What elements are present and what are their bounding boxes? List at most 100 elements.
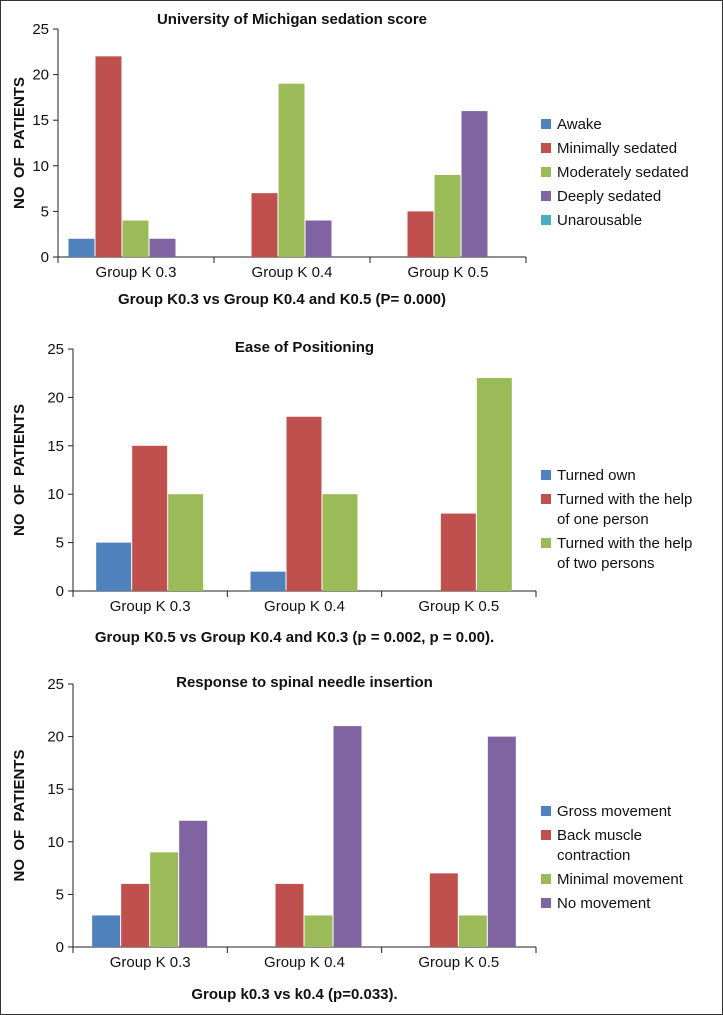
bar-back-muscle-contraction: [121, 883, 150, 947]
chart-3: Response to spinal needle insertion Group…: [11, 674, 684, 1003]
bar-gross-movement: [92, 915, 121, 947]
legend-label-line: contraction: [557, 847, 630, 864]
bar-awake: [68, 238, 95, 257]
y-tick-label: 15: [32, 112, 49, 129]
legend-label-line: of two persons: [557, 555, 655, 572]
x-tick-label: Group K 0.3: [110, 954, 191, 971]
x-tick-label: Group K 0.4: [264, 954, 345, 971]
bar-minimal-movement: [458, 915, 487, 947]
legend-swatch: [541, 119, 551, 129]
legend-label-line: Moderately sedated: [557, 164, 689, 181]
legend-label-line: Back muscle: [557, 827, 642, 844]
x-tick-label: Group K 0.3: [96, 264, 177, 281]
y-tick-label: 0: [56, 939, 64, 956]
legend-swatch: [541, 215, 551, 225]
bar-turned-with-the-help-of-one-person: [132, 445, 168, 591]
y-tick-label: 20: [47, 389, 64, 406]
legend-label: Deeply sedated: [557, 188, 661, 205]
legend-label-line: Unarousable: [557, 212, 642, 229]
y-tick-label: 0: [56, 583, 64, 600]
bar-minimal-movement: [150, 852, 179, 947]
bar-minimally-sedated: [95, 56, 122, 257]
bar-deeply-sedated: [461, 111, 488, 257]
legend-swatch: [541, 191, 551, 201]
bar-deeply-sedated: [305, 220, 332, 257]
bar-turned-own: [96, 542, 132, 591]
y-tick-label: 25: [47, 676, 64, 693]
legend-label-line: Minimal movement: [557, 871, 684, 888]
legend-swatch: [541, 898, 551, 908]
y-tick-label: 15: [47, 781, 64, 798]
bar-turned-with-the-help-of-two-persons: [322, 494, 358, 591]
legend-swatch: [541, 538, 551, 548]
legend-label: Minimal movement: [557, 871, 684, 888]
legend-label: Turned with the help of two persons: [557, 535, 692, 572]
bar-turned-with-the-help-of-two-persons: [476, 378, 512, 591]
bar-minimally-sedated: [251, 193, 278, 257]
legend-swatch: [541, 470, 551, 480]
y-tick-label: 5: [41, 203, 49, 220]
y-tick-label: 20: [32, 67, 49, 84]
x-tick-label: Group K 0.5: [418, 954, 499, 971]
chart-title: Ease of Positioning: [235, 339, 374, 356]
bar-turned-with-the-help-of-two-persons: [168, 494, 204, 591]
y-tick-label: 10: [47, 834, 64, 851]
legend-label: Turned own: [557, 467, 636, 484]
legend-label: Gross movement: [557, 803, 672, 820]
bar-no-movement: [179, 820, 208, 947]
bar-turned-with-the-help-of-one-person: [440, 513, 476, 591]
legend-label-line: Deeply sedated: [557, 188, 661, 205]
x-tick-label: Group K 0.4: [252, 264, 333, 281]
bar-moderately-sedated: [278, 83, 305, 257]
legend-label-line: of one person: [557, 511, 649, 528]
y-tick-label: 25: [47, 341, 64, 358]
legend-label-line: Minimally sedated: [557, 140, 677, 157]
chart-title: University of Michigan sedation score: [157, 11, 427, 28]
legend-label-line: Turned with the help: [557, 535, 692, 552]
y-axis-label: NO OF PATIENTS: [11, 404, 28, 536]
bar-no-movement: [487, 736, 516, 947]
legend-label: Minimally sedated: [557, 140, 677, 157]
bar-moderately-sedated: [122, 220, 149, 257]
y-axis-label: NO OF PATIENTS: [11, 750, 28, 882]
legend-swatch: [541, 143, 551, 153]
legend-swatch: [541, 167, 551, 177]
bar-minimally-sedated: [407, 211, 434, 257]
y-tick-label: 5: [56, 535, 64, 552]
y-tick-label: 5: [56, 886, 64, 903]
legend-label: Unarousable: [557, 212, 642, 229]
bar-back-muscle-contraction: [275, 883, 304, 947]
legend-label-line: Turned own: [557, 467, 636, 484]
chart-title: Response to spinal needle insertion: [176, 674, 433, 691]
y-tick-label: 25: [32, 21, 49, 38]
bar-turned-with-the-help-of-one-person: [286, 416, 322, 591]
y-tick-label: 0: [41, 249, 49, 266]
legend-label-line: Turned with the help: [557, 491, 692, 508]
y-tick-label: 20: [47, 729, 64, 746]
bar-back-muscle-contraction: [429, 873, 458, 947]
x-tick-label: Group K 0.5: [408, 264, 489, 281]
legend-label: Moderately sedated: [557, 164, 689, 181]
legend-label: Awake: [557, 116, 602, 133]
y-axis-label: NO OF PATIENTS: [11, 77, 28, 209]
x-tick-label: Group K 0.5: [418, 598, 499, 615]
legend-label: Turned with the help of one person: [557, 491, 692, 528]
bar-moderately-sedated: [434, 174, 461, 257]
x-tick-label: Group K 0.4: [264, 598, 345, 615]
bar-turned-own: [250, 571, 286, 591]
legend-label: No movement: [557, 895, 651, 912]
chart-caption: Group K0.3 vs Group K0.4 and K0.5 (P= 0.…: [118, 291, 446, 308]
bar-minimal-movement: [304, 915, 333, 947]
y-tick-label: 10: [47, 486, 64, 503]
chart-2: Ease of Positioning Group K0.5 vs Group K…: [11, 339, 692, 646]
legend-swatch: [541, 874, 551, 884]
chart-1: University of Michigan sedation score Gro…: [11, 11, 689, 308]
bar-no-movement: [333, 726, 362, 947]
y-tick-label: 15: [47, 438, 64, 455]
bar-deeply-sedated: [149, 238, 176, 257]
legend-swatch: [541, 830, 551, 840]
legend-label-line: No movement: [557, 895, 651, 912]
legend-label-line: Gross movement: [557, 803, 672, 820]
